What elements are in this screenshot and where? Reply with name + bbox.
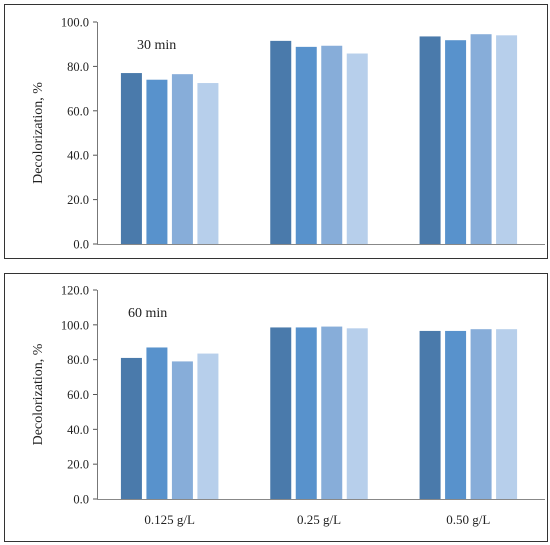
- bar-series-2-3: [445, 330, 467, 499]
- bar-series-1-3: [419, 36, 441, 245]
- bar-series-1-3: [419, 330, 441, 499]
- bar-series-1-2: [270, 327, 292, 499]
- y-tick-label: 100.0: [61, 318, 89, 332]
- bar-series-3-3: [470, 34, 492, 245]
- bar-series-1-1: [120, 73, 142, 244]
- bar-series-3-2: [321, 326, 343, 499]
- y-tick-label: 60.0: [67, 388, 89, 402]
- y-tick-label: 20.0: [67, 193, 89, 207]
- bar-series-4-2: [346, 53, 368, 244]
- bar-series-1-1: [120, 357, 142, 499]
- bar-series-2-1: [146, 347, 168, 499]
- bar-series-4-3: [496, 35, 518, 244]
- bar-series-4-1: [197, 83, 219, 244]
- chart-panel-30min: 30 min Decolorization, % 0.0 20.0 40.0 60.0 80…: [4, 4, 548, 259]
- y-tick-label: 40.0: [67, 149, 89, 163]
- y-tick-label: 0.0: [73, 493, 89, 507]
- y-tick-label: 80.0: [67, 353, 89, 367]
- y-tick-label: 80.0: [67, 60, 89, 74]
- y-tick-label: 60.0: [67, 104, 89, 118]
- bar-series-2-2: [295, 46, 317, 244]
- bar-series-4-3: [496, 329, 518, 499]
- chart-frame: [4, 273, 548, 542]
- bar-series-3-1: [171, 361, 193, 499]
- bar-series-2-2: [295, 327, 317, 499]
- chart-frame: [4, 4, 548, 259]
- x-category-label: 0.50 g/L: [446, 512, 490, 527]
- chart-panel-60min: 60 min Decolorization, % 0.0 20.0 40.0 60.0 80…: [4, 273, 548, 542]
- y-tick-label: 100.0: [61, 16, 89, 30]
- bar-series-4-2: [346, 328, 368, 499]
- bar-series-1-2: [270, 40, 292, 245]
- panel-title: 60 min: [128, 306, 167, 321]
- bar-series-4-1: [197, 353, 219, 499]
- panel-title: 30 min: [137, 38, 176, 53]
- bar-series-3-3: [470, 329, 492, 499]
- x-category-label: 0.25 g/L: [297, 512, 341, 527]
- bar-series-2-1: [146, 79, 168, 244]
- y-axis-title: Decolorization, %: [31, 82, 46, 184]
- bar-series-3-1: [171, 74, 193, 244]
- bar-series-3-2: [321, 45, 343, 245]
- y-tick-label: 20.0: [67, 458, 89, 472]
- x-category-label: 0.125 g/L: [144, 512, 195, 527]
- bar-series-2-3: [445, 40, 467, 245]
- y-tick-label: 120.0: [61, 284, 89, 298]
- y-tick-label: 40.0: [67, 423, 89, 437]
- y-axis-title: Decolorization, %: [31, 343, 46, 445]
- y-tick-label: 0.0: [73, 238, 89, 252]
